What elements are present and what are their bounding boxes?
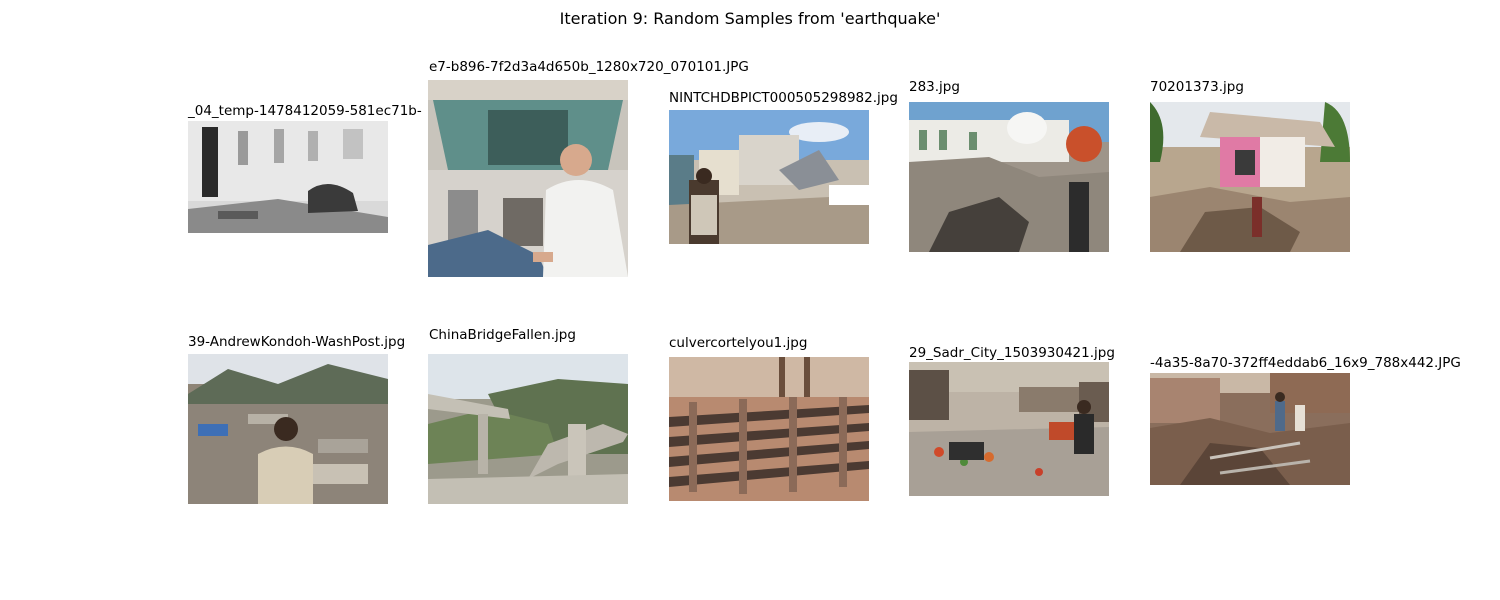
sample-image-collapsed-house-man xyxy=(428,80,628,277)
sample-caption: 70201373.jpg xyxy=(1150,79,1244,95)
sample-image-rubble-family xyxy=(1150,373,1350,485)
sample-caption: e7-b896-7f2d3a4d650b_1280x720_070101.JPG xyxy=(429,59,749,75)
sample-caption: -4a35-8a70-372ff4eddab6_16x9_788x442.JPG xyxy=(1150,355,1461,371)
sample-image-rail-ties-debris xyxy=(669,357,869,501)
sample-caption: NINTCHDBPICT000505298982.jpg xyxy=(669,90,898,106)
sample-image-hillside-settlement-man xyxy=(188,354,388,504)
sample-caption: ChinaBridgeFallen.jpg xyxy=(429,327,576,343)
sample-caption: _04_temp-1478412059-581ec71b- xyxy=(188,103,422,119)
sample-caption: 283.jpg xyxy=(909,79,960,95)
sample-image-fallen-bridge xyxy=(428,354,628,504)
sample-caption: culvercortelyou1.jpg xyxy=(669,335,808,351)
sample-caption: 39-AndrewKondoh-WashPost.jpg xyxy=(188,334,406,350)
sample-image-mosque-rubble xyxy=(909,102,1109,252)
sample-image-collapsed-pink-house xyxy=(1150,102,1350,252)
sample-image-market-aftermath xyxy=(909,362,1109,496)
sample-image-bw-street-rubble xyxy=(188,121,388,233)
sample-caption: 29_Sadr_City_1503930421.jpg xyxy=(909,345,1115,361)
sample-image-street-debris-blue-sky xyxy=(669,110,869,244)
figure-title: Iteration 9: Random Samples from 'earthq… xyxy=(559,9,941,28)
